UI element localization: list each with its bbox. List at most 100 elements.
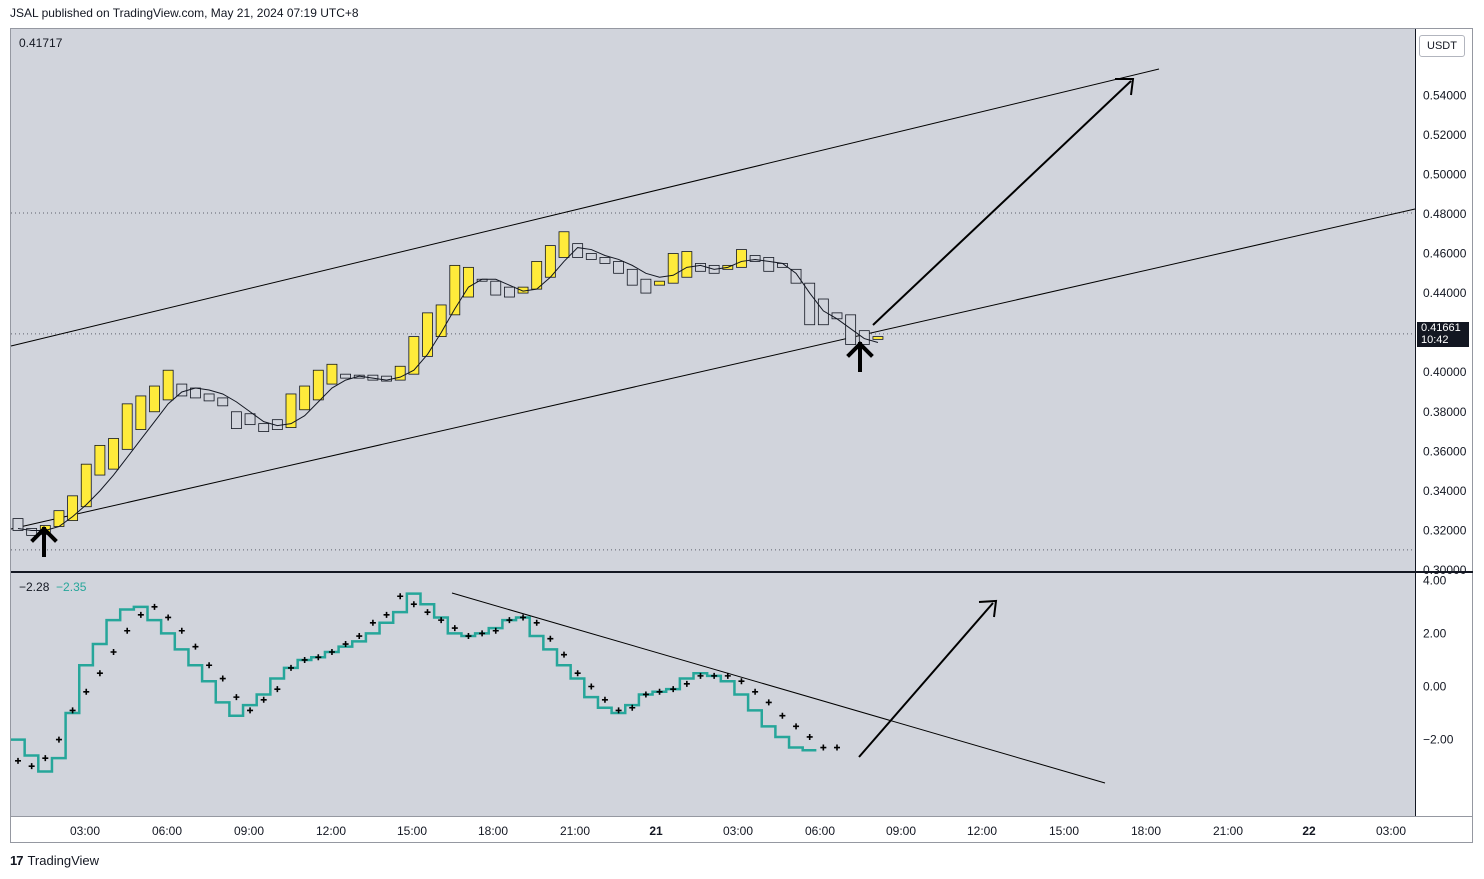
candle — [640, 278, 652, 294]
oscillator-cross-mark — [738, 678, 745, 685]
oscillator-cross-mark — [69, 707, 76, 714]
oscillator-cross-mark — [820, 744, 827, 751]
oscillator-arrow-line — [858, 602, 994, 758]
price-axis-tick: 0.54000 — [1423, 88, 1467, 102]
candle — [804, 282, 816, 326]
oscillator-cross-mark — [342, 641, 349, 648]
oscillator-cross-mark — [233, 694, 240, 701]
oscillator-cross-mark — [765, 699, 772, 706]
up-arrow-icon — [30, 526, 58, 557]
candle — [230, 411, 242, 429]
price-axis-tick: 0.36000 — [1423, 444, 1467, 458]
candle — [121, 403, 133, 450]
time-axis-tick: 15:00 — [397, 824, 427, 838]
oscillator-cross-mark — [793, 723, 800, 730]
candle — [285, 393, 297, 428]
time-axis-tick: 03:00 — [70, 824, 100, 838]
oscillator-pane[interactable] — [11, 573, 1415, 816]
price-axis-tick: 0.32000 — [1423, 523, 1467, 537]
time-axis-tick: 22 — [1302, 824, 1316, 838]
candle — [790, 268, 802, 284]
oscillator-cross-mark — [247, 707, 254, 714]
oscillator-cross-mark — [656, 688, 663, 695]
oscillator-cross-mark — [588, 683, 595, 690]
candle — [695, 263, 706, 272]
price-legend: 0.41717 — [19, 36, 63, 50]
time-axis-tick: 18:00 — [1131, 824, 1161, 838]
price-axis-tick: 0.40000 — [1423, 365, 1467, 379]
oscillator-cross-mark — [42, 755, 49, 762]
candle — [858, 330, 870, 345]
chart-canvas[interactable]: 0.54000 0.52000 0.50000 0.48000 0.46000 0.440… — [10, 29, 1473, 842]
oscillator-cross-mark — [178, 627, 185, 634]
projection-arrow-line — [872, 80, 1132, 326]
oscillator-cross-mark — [288, 664, 294, 671]
candle — [463, 266, 474, 298]
oscillator-cross-mark — [670, 686, 677, 693]
last-price-value: 0.41661 — [1421, 322, 1461, 334]
candle — [585, 253, 597, 260]
oscillator-cross-mark — [533, 619, 540, 626]
chart-frame[interactable]: 0.54000 0.52000 0.50000 0.48000 0.46000 0.440… — [10, 28, 1473, 843]
candle — [340, 373, 352, 379]
price-pane[interactable] — [11, 29, 1415, 571]
price-axis-tick: 0.44000 — [1423, 286, 1467, 300]
oscillator-cross-mark — [206, 662, 213, 669]
candle — [217, 397, 229, 407]
candle — [299, 385, 311, 411]
candle — [67, 495, 78, 521]
time-axis-tick: 21:00 — [1213, 824, 1243, 838]
candle — [435, 304, 447, 337]
oscillator-cross-mark — [615, 707, 622, 714]
price-axis-tick: 0.50000 — [1423, 167, 1467, 181]
candle — [572, 243, 584, 258]
price-axis-tick: 0.46000 — [1423, 247, 1467, 261]
candle — [203, 393, 215, 402]
oscillator-cross-mark — [506, 617, 513, 624]
oscillator-cross-mark — [724, 672, 731, 679]
price-axis-border — [1415, 29, 1416, 816]
oscillator-cross-mark — [219, 675, 226, 682]
publish-header: JSAL published on TradingView.com, May 2… — [10, 6, 359, 20]
oscillator-cross-mark — [451, 625, 458, 632]
oscillator-cross-mark — [561, 651, 567, 658]
oscillator-trendline — [451, 592, 1106, 784]
candle — [149, 385, 160, 413]
upper-channel-line — [10, 68, 1160, 347]
tradingview-footer[interactable]: 17 TradingView — [10, 853, 99, 868]
moving-average-line — [17, 247, 879, 531]
time-axis-tick: 03:00 — [1376, 824, 1406, 838]
candle — [490, 280, 502, 296]
oscillator-cross-mark — [260, 696, 267, 703]
candle — [258, 423, 270, 432]
candle — [244, 413, 256, 426]
candle — [26, 528, 38, 536]
oscillator-axis-tick: 4.00 — [1423, 573, 1447, 587]
oscillator-cross-mark — [124, 627, 131, 634]
oscillator-cross-mark — [274, 686, 281, 693]
oscillator-cross-mark — [151, 603, 158, 610]
oscillator-cross-mark — [752, 688, 759, 695]
candle — [80, 463, 92, 508]
oscillator-arrowhead-icon — [978, 599, 998, 618]
oscillator-cross-mark — [779, 712, 786, 719]
pane-separator[interactable] — [11, 571, 1473, 573]
oscillator-cross-mark — [28, 763, 35, 770]
oscillator-cross-mark — [574, 670, 581, 677]
time-axis-tick: 18:00 — [478, 824, 508, 838]
candle — [312, 369, 324, 401]
oscillator-cross-mark — [520, 614, 527, 621]
oscillator-cross-mark — [806, 733, 813, 740]
time-axis-tick: 21 — [649, 824, 663, 838]
candle — [599, 257, 611, 264]
oscillator-cross-mark — [410, 601, 417, 608]
currency-button[interactable]: USDT — [1419, 35, 1465, 57]
oscillator-cross-mark — [83, 688, 90, 695]
candle — [681, 251, 693, 278]
candle — [449, 264, 461, 316]
candle — [503, 286, 515, 298]
oscillator-axis-tick: 0.00 — [1423, 680, 1447, 694]
oscillator-cross-mark — [301, 656, 308, 663]
candle — [736, 249, 747, 268]
tradingview-logo-icon: 17 — [10, 853, 24, 868]
